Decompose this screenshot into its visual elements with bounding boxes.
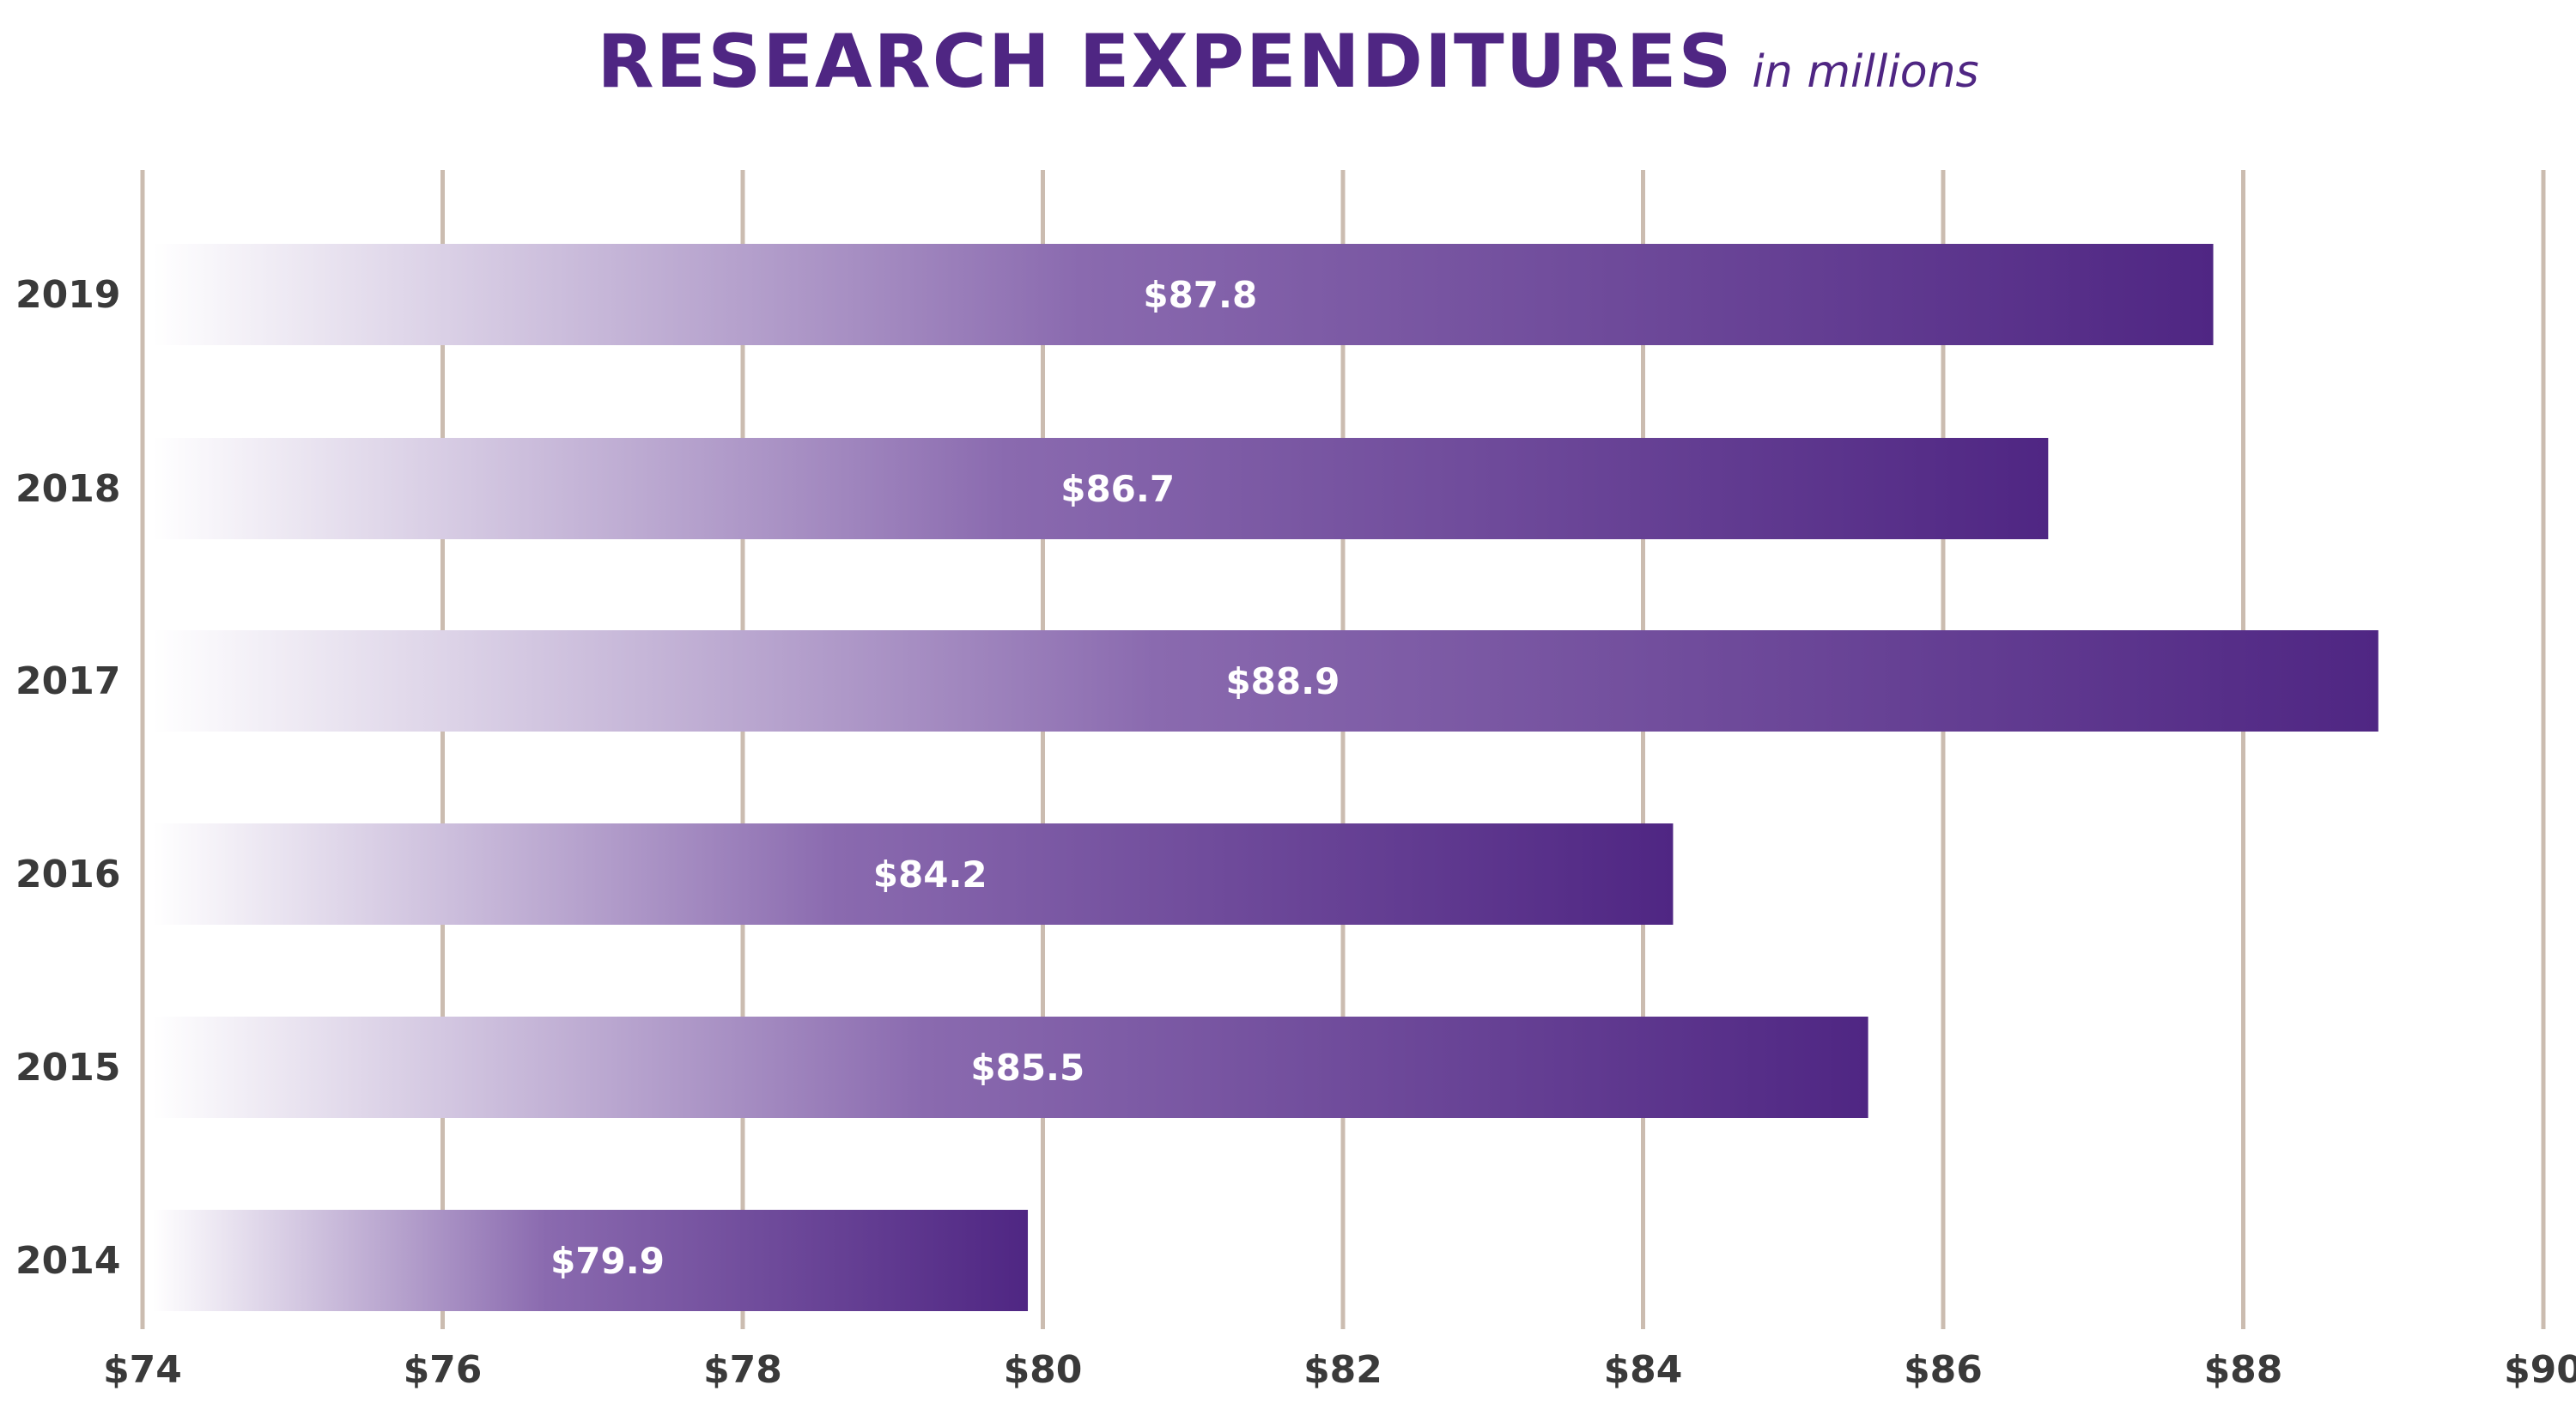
chart-title: RESEARCH EXPENDITURES — [597, 19, 1734, 105]
tick-label-84: $84 — [1604, 1348, 1683, 1392]
category-label-2019: 2019 — [15, 273, 120, 317]
tick-label-78: $78 — [703, 1348, 782, 1392]
bars: $87.8 $86.7 $88.9 $84.2 $85.5 $79.9 — [153, 244, 2379, 1311]
gridlines — [140, 170, 2546, 1329]
bar-2016 — [153, 823, 1674, 925]
bar-2017 — [153, 630, 2379, 732]
data-label-2016: $84.2 — [873, 853, 987, 896]
data-label-2014: $79.9 — [550, 1240, 665, 1282]
data-label-2018: $86.7 — [1060, 468, 1175, 510]
x-axis-tick-labels: $74 $76 $78 $80 $82 $84 $86 $88 $90 — [103, 1348, 2576, 1392]
bar-2018 — [153, 438, 2049, 539]
chart-title-block: RESEARCH EXPENDITURES in millions — [0, 19, 2576, 105]
tick-label-82: $82 — [1303, 1348, 1382, 1392]
category-label-2016: 2016 — [15, 853, 120, 896]
tick-label-76: $76 — [404, 1348, 483, 1392]
chart-subtitle: in millions — [1752, 46, 1979, 98]
data-label-2019: $87.8 — [1143, 274, 1257, 316]
category-label-2018: 2018 — [15, 467, 120, 511]
bar-2019 — [153, 244, 2214, 345]
tick-label-74: $74 — [103, 1348, 182, 1392]
bar-2014 — [153, 1210, 1029, 1311]
category-label-2014: 2014 — [15, 1239, 120, 1283]
category-label-2015: 2015 — [15, 1046, 120, 1090]
category-label-2017: 2017 — [15, 659, 120, 703]
data-label-2015: $85.5 — [970, 1047, 1084, 1089]
tick-label-90: $90 — [2504, 1348, 2576, 1392]
tick-label-86: $86 — [1904, 1348, 1983, 1392]
category-labels: 2019 2018 2017 2016 2015 2014 — [15, 273, 120, 1283]
tick-label-88: $88 — [2204, 1348, 2283, 1392]
tick-label-80: $80 — [1004, 1348, 1083, 1392]
bar-2015 — [153, 1017, 1868, 1118]
data-label-2017: $88.9 — [1225, 660, 1340, 702]
